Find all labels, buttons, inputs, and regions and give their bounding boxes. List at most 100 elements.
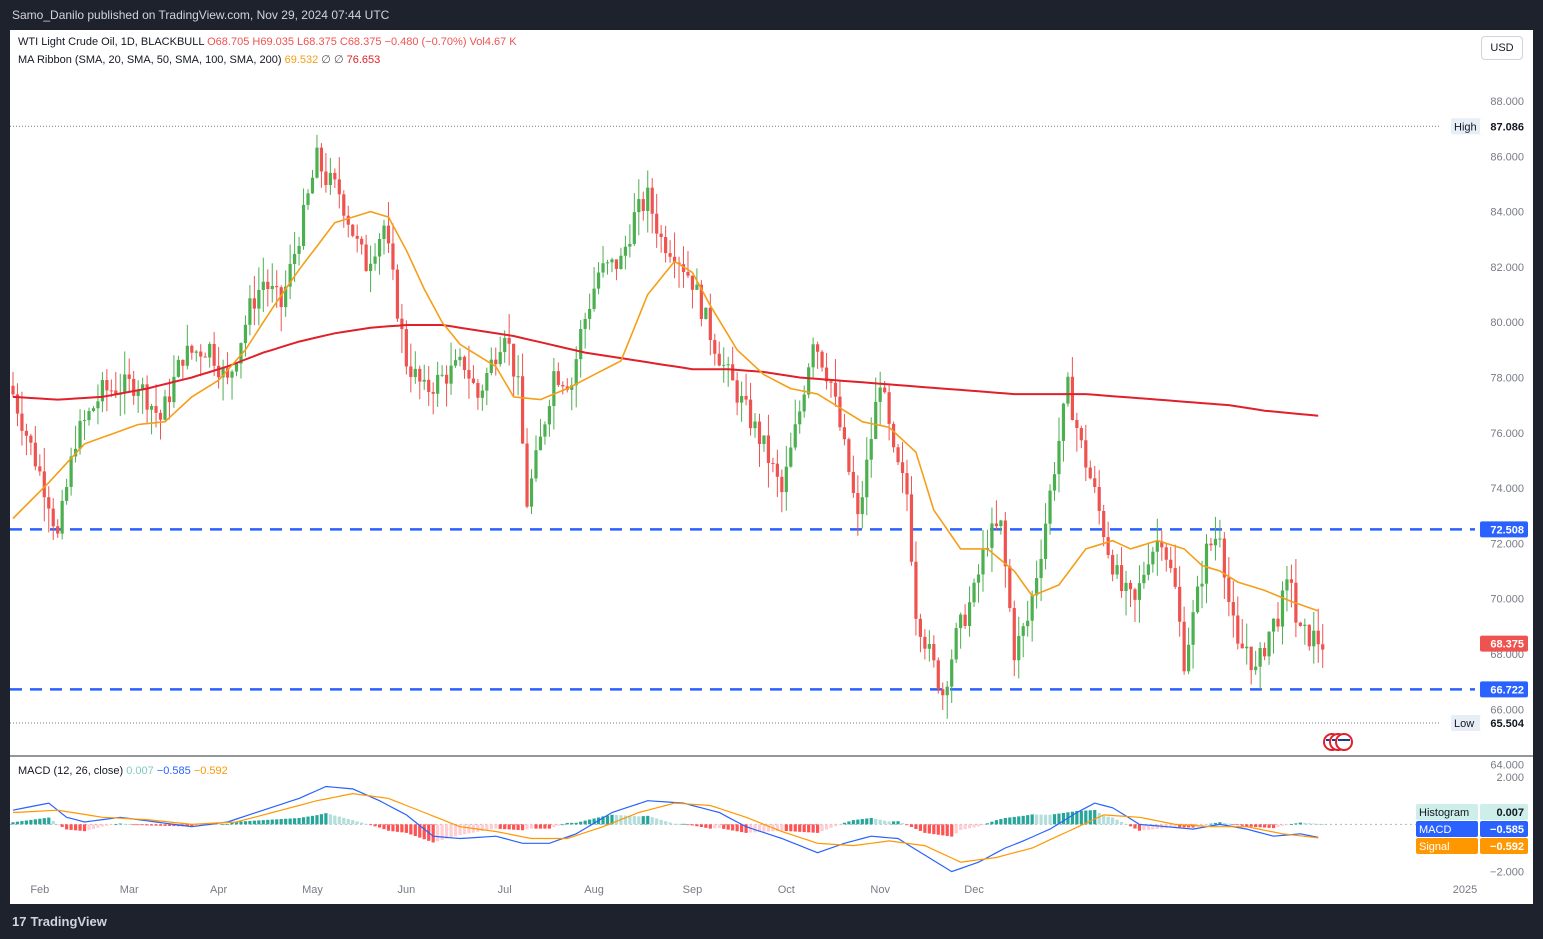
macd-hist-bar bbox=[315, 815, 319, 825]
macd-hist-bar bbox=[1254, 824, 1258, 828]
candle-body bbox=[802, 394, 806, 412]
candle-body bbox=[69, 456, 73, 487]
macd-hist-bar bbox=[382, 824, 386, 830]
macd-hist-bar bbox=[503, 824, 507, 830]
candle-body bbox=[123, 374, 127, 393]
macd-badge-value: −0.585 bbox=[1490, 824, 1524, 836]
candle-body bbox=[284, 286, 288, 308]
macd-hist-bar bbox=[11, 822, 15, 825]
macd-hist-bar bbox=[297, 817, 301, 825]
macd-badge: MACD −0.585 bbox=[1416, 821, 1528, 837]
candle-body bbox=[923, 636, 927, 649]
candle-body bbox=[373, 256, 377, 264]
macd-hist-bar bbox=[306, 816, 310, 825]
last-price-badge: 68.375 bbox=[1480, 635, 1528, 652]
time-tick-label: Jun bbox=[397, 884, 415, 896]
time-axis: Feb Mar Apr May Jun Jul Aug Sep Oct Nov Dec 2025 bbox=[30, 884, 1477, 896]
candle-body bbox=[1254, 666, 1258, 671]
candle-body bbox=[33, 442, 37, 467]
candle-body bbox=[878, 387, 882, 402]
candle-body bbox=[726, 364, 730, 366]
candle-body bbox=[601, 263, 605, 273]
macd-hist-bar bbox=[789, 824, 793, 832]
macd-hist-bar bbox=[498, 824, 502, 829]
chart-panel[interactable]: 88.000 86.000 84.000 82.000 80.000 78.000 76.0… bbox=[10, 30, 1533, 904]
ma-ribbon-label[interactable]: MA Ribbon (SMA, 20, SMA, 50, SMA, 100, S… bbox=[18, 54, 282, 66]
macd-hist-bar bbox=[552, 824, 556, 828]
candle-body bbox=[257, 289, 261, 309]
macd-hist-bar bbox=[753, 824, 757, 833]
candle-body bbox=[458, 356, 462, 361]
macd-hist-bar bbox=[561, 824, 565, 826]
ma20-value: 69.532 bbox=[284, 54, 319, 66]
macd-hist-bar bbox=[1026, 815, 1030, 825]
candle-body bbox=[328, 172, 332, 186]
candle-body bbox=[221, 368, 225, 378]
macd-hist-bar bbox=[480, 824, 484, 832]
candle-body bbox=[775, 463, 779, 477]
macd-hist-bar bbox=[945, 824, 949, 836]
candle-body bbox=[865, 459, 869, 498]
candle-body bbox=[623, 246, 627, 256]
candle-body bbox=[900, 462, 905, 474]
tradingview-logo-text: TradingView bbox=[30, 914, 107, 929]
candle-body bbox=[471, 378, 476, 383]
macd-hist-bar bbox=[1017, 816, 1021, 825]
macd-hist-bar bbox=[1021, 815, 1025, 825]
macd-hist-bar bbox=[793, 824, 797, 832]
candle-body bbox=[731, 364, 735, 381]
candle-body bbox=[713, 340, 717, 354]
macd-hist-bar bbox=[395, 824, 400, 832]
low-badge-label: Low bbox=[1454, 718, 1474, 730]
chart-svg[interactable]: 88.000 86.000 84.000 82.000 80.000 78.000 76.0… bbox=[10, 30, 1533, 904]
candle-body bbox=[641, 199, 645, 211]
signal-badge-bg bbox=[1480, 838, 1528, 854]
currency-button[interactable]: USD bbox=[1481, 36, 1523, 60]
macd-hist-bar bbox=[444, 824, 449, 839]
ma50-value: ∅ bbox=[321, 54, 331, 66]
footer-bar: 17 TradingView bbox=[0, 904, 1543, 939]
symbol-name[interactable]: WTI Light Crude Oil, 1D, BLACKBULL bbox=[18, 36, 205, 48]
price-tick-label: 84.000 bbox=[1490, 207, 1524, 219]
candle-body bbox=[887, 392, 891, 424]
macd-hist-bar bbox=[896, 821, 900, 825]
macd-hist-bar bbox=[838, 824, 842, 826]
candle-body bbox=[833, 382, 838, 397]
macd-hist-bar bbox=[847, 821, 851, 825]
macd-hist-bar bbox=[668, 822, 672, 825]
candle-body bbox=[529, 478, 534, 507]
candle-body bbox=[605, 262, 610, 264]
candle-body bbox=[132, 378, 136, 396]
macd-hist-bar bbox=[941, 824, 945, 836]
macd-hist-bar bbox=[404, 824, 408, 833]
resistance-badge-bg bbox=[1480, 521, 1528, 538]
macd-hist-bar bbox=[51, 820, 55, 825]
macd-hist-bar bbox=[288, 818, 292, 825]
candle-body bbox=[1213, 538, 1218, 546]
tradingview-logo[interactable]: 17 TradingView bbox=[12, 914, 107, 929]
macd-hist-bar bbox=[632, 816, 636, 825]
price-tick-label: 80.000 bbox=[1490, 317, 1524, 329]
candle-body bbox=[1178, 586, 1182, 622]
macd-title[interactable]: MACD (12, 26, close) bbox=[18, 765, 124, 777]
macd-hist-bar bbox=[413, 824, 417, 837]
candle-body bbox=[449, 365, 453, 384]
candle-body bbox=[905, 473, 909, 495]
candle-body bbox=[404, 329, 408, 367]
candle-body bbox=[588, 308, 592, 319]
ma100-value: ∅ bbox=[333, 54, 344, 66]
candle-body bbox=[319, 147, 324, 172]
macd-hist-bar bbox=[959, 824, 963, 831]
macd-hist-bar bbox=[1178, 824, 1182, 828]
low-badge: Low 65.504 bbox=[1451, 715, 1528, 732]
macd-hist-bar bbox=[740, 824, 744, 833]
macd-hist-bar bbox=[386, 824, 391, 831]
macd-hist-bar bbox=[981, 824, 985, 826]
macd-tick-label: 2.000 bbox=[1496, 772, 1524, 784]
high-badge-label-bg bbox=[1451, 118, 1487, 135]
candle-body bbox=[1267, 631, 1271, 657]
candle-body bbox=[793, 424, 797, 448]
macd-hist-bar bbox=[257, 820, 261, 825]
macd-hist-bar bbox=[579, 821, 583, 825]
price-tick-label: 64.000 bbox=[1490, 760, 1524, 772]
